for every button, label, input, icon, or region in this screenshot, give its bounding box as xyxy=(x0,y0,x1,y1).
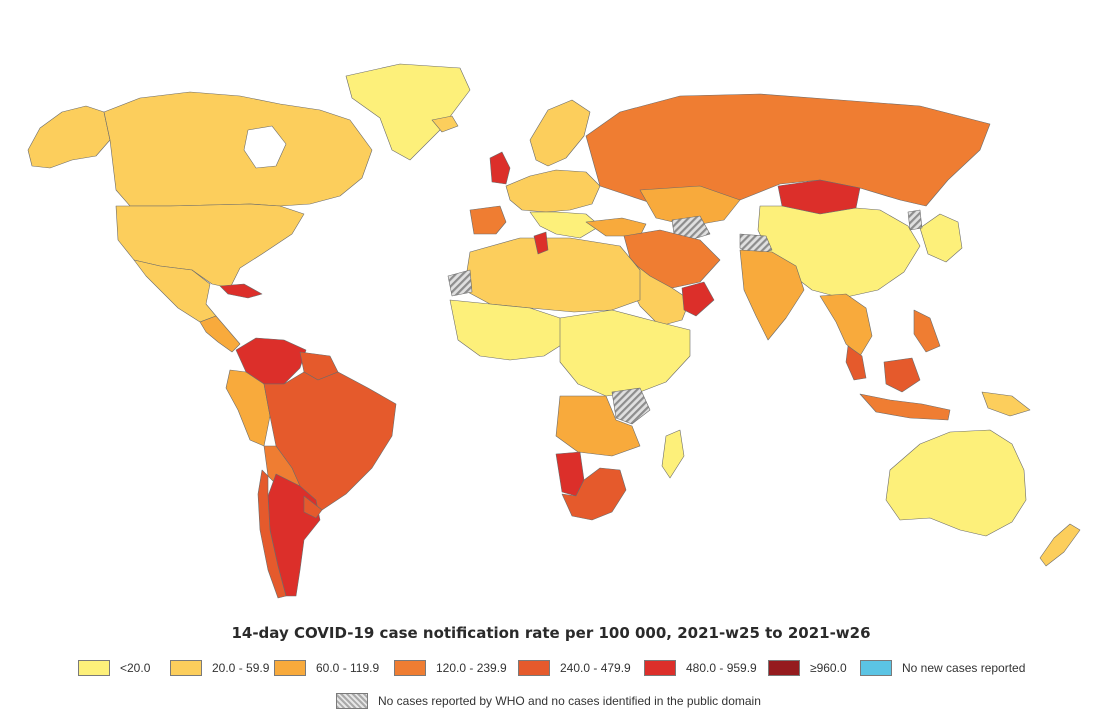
legend-swatch xyxy=(518,660,550,676)
legend-label: 480.0 - 959.9 xyxy=(686,661,757,675)
region-kazakhstan xyxy=(639,185,741,227)
legend-swatch xyxy=(78,660,110,676)
legend-swatch xyxy=(644,660,676,676)
legend-item-120-240: 120.0 - 239.9 xyxy=(394,658,507,678)
region-north-korea xyxy=(907,209,923,231)
region-cuba xyxy=(219,283,263,299)
region-new-zealand xyxy=(1039,523,1081,567)
legend-item-60-120: 60.0 - 119.9 xyxy=(274,658,379,678)
legend-label: ≥960.0 xyxy=(810,661,847,675)
region-malaysia xyxy=(845,345,867,381)
region-iceland xyxy=(431,115,459,133)
hatch-swatch xyxy=(336,693,368,709)
legend-item-20-60: 20.0 - 59.9 xyxy=(170,658,269,678)
legend-item-480-960: 480.0 - 959.9 xyxy=(644,658,757,678)
region-indochina xyxy=(819,293,873,357)
legend-hatch-item: No cases reported by WHO and no cases id… xyxy=(336,691,761,711)
region-madagascar xyxy=(661,429,685,479)
region-alaska xyxy=(27,105,111,169)
legend-label: 240.0 - 479.9 xyxy=(560,661,631,675)
region-chile xyxy=(257,469,287,599)
world-map xyxy=(27,63,1081,599)
region-australia xyxy=(885,429,1027,537)
legend-swatch xyxy=(394,660,426,676)
legend-item-ge960: ≥960.0 xyxy=(768,658,847,678)
region-canada xyxy=(103,91,373,207)
region-uk xyxy=(489,151,511,185)
region-central-east-africa xyxy=(559,309,691,397)
region-india xyxy=(739,249,805,341)
region-png xyxy=(981,391,1031,417)
legend-item-no-new-cases: No new cases reported xyxy=(860,658,1025,678)
legend-label: 20.0 - 59.9 xyxy=(212,661,270,675)
region-italy-balkans xyxy=(529,211,601,239)
region-tanzania-hatched xyxy=(611,387,651,425)
legend-item-lt20: <20.0 xyxy=(78,658,150,678)
legend-swatch xyxy=(170,660,202,676)
legend-label: <20.0 xyxy=(120,661,151,675)
region-greenland xyxy=(345,63,471,161)
region-borneo xyxy=(883,357,921,393)
region-western-europe xyxy=(505,169,601,213)
region-usa xyxy=(115,203,305,289)
region-philippines xyxy=(913,309,941,353)
legend-label: No new cases reported xyxy=(902,661,1026,675)
region-iberia xyxy=(469,205,507,235)
legend-hatch-label: No cases reported by WHO and no cases id… xyxy=(378,694,761,708)
legend-label: 120.0 - 239.9 xyxy=(436,661,507,675)
region-tunisia xyxy=(533,231,549,255)
region-north-africa xyxy=(463,237,641,313)
region-indonesia xyxy=(859,393,951,421)
region-hudson-bay xyxy=(243,125,287,169)
region-uruguay xyxy=(303,495,323,519)
legend-swatch xyxy=(274,660,306,676)
region-scandinavia xyxy=(529,99,591,167)
region-korea-japan xyxy=(919,213,963,263)
region-central-asia-hatched xyxy=(671,215,711,241)
map-title: 14-day COVID-19 case notification rate p… xyxy=(231,624,871,642)
region-central-america xyxy=(199,315,241,353)
legend-item-240-480: 240.0 - 479.9 xyxy=(518,658,631,678)
legend-label: 60.0 - 119.9 xyxy=(316,661,380,675)
legend-swatch xyxy=(860,660,892,676)
legend-swatch xyxy=(768,660,800,676)
region-southern-africa-north xyxy=(555,395,641,457)
region-western-sahara xyxy=(447,269,473,297)
region-turkey xyxy=(585,217,647,237)
region-west-africa xyxy=(449,299,567,361)
region-south-africa xyxy=(561,467,627,521)
region-oman xyxy=(681,281,715,317)
